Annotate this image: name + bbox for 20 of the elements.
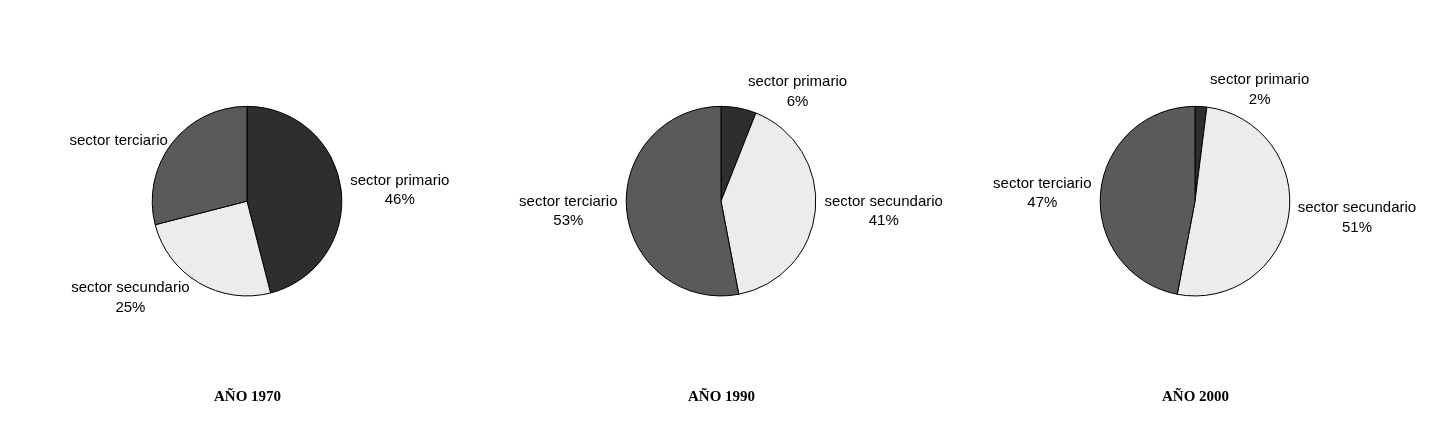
data-label: 46%: [384, 190, 415, 208]
text: AÑO 2000: [1162, 387, 1230, 404]
data-label: 47%: [1027, 193, 1058, 211]
slice-label: sector primario: [747, 72, 848, 90]
slice-label: sector primario: [350, 170, 450, 188]
data-label: 25%: [115, 297, 146, 315]
slice-label: sector terciario: [993, 173, 1092, 191]
data-label: 41%: [868, 211, 899, 229]
text: AÑO 1990: [688, 387, 756, 404]
data-label: 51%: [1341, 217, 1372, 235]
slice-label: sector primario: [1210, 70, 1310, 88]
data-label: 53%: [553, 211, 584, 229]
slice-label: sector secundario: [71, 278, 190, 296]
slice-label: sector terciario: [69, 131, 168, 149]
slice-label: sector secundario: [1297, 198, 1417, 216]
slice-label: sector secundario: [824, 191, 943, 209]
text: AÑO 1970: [214, 387, 282, 404]
slice-label: sector terciario: [519, 191, 618, 209]
data-label: 6%: [786, 91, 809, 109]
data-label: 2%: [1248, 89, 1271, 107]
